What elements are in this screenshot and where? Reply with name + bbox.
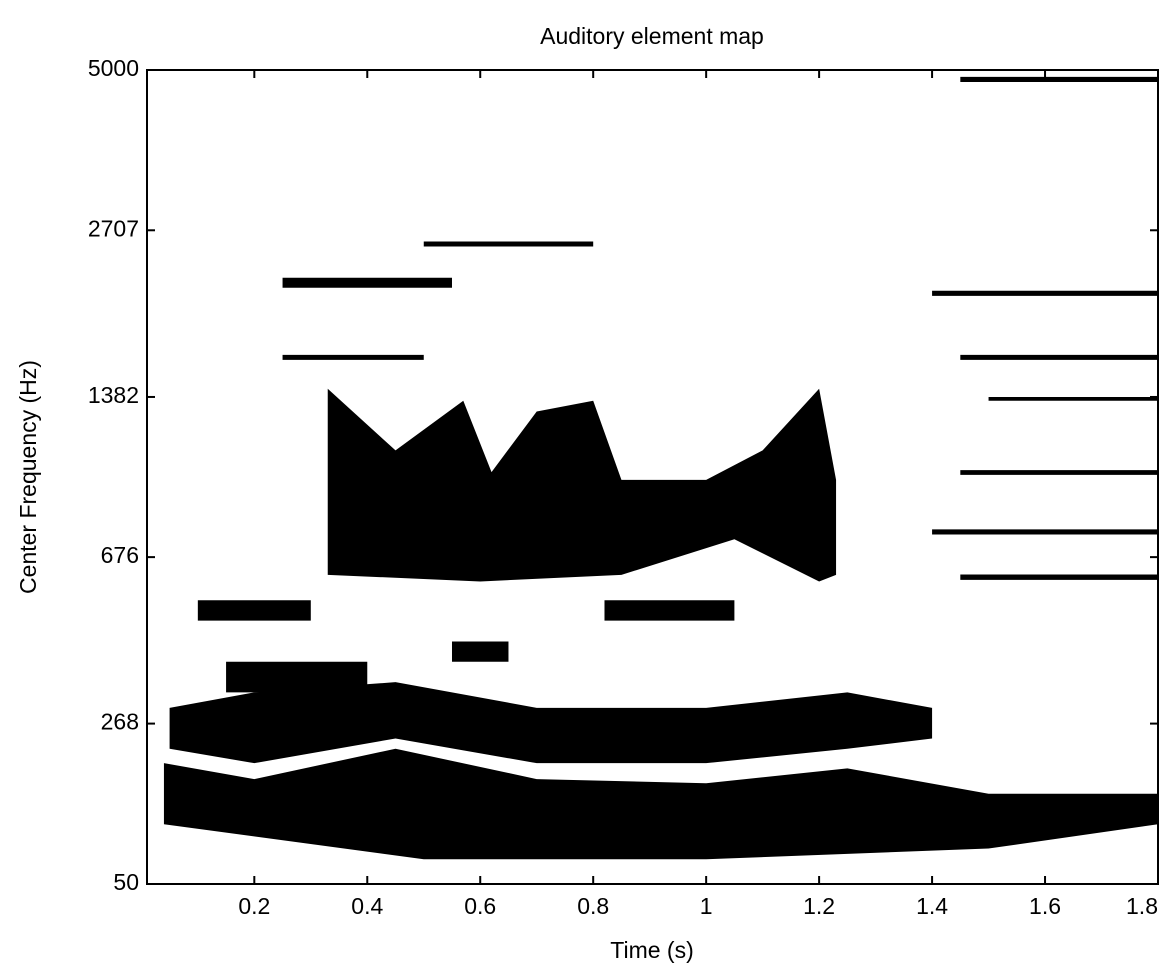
auditory-element [932, 529, 1158, 535]
auditory-element [226, 661, 368, 693]
auditory-element [197, 600, 311, 621]
auditory-element [988, 396, 1158, 401]
x-tick-label: 0.8 [577, 893, 609, 919]
y-tick-label: 2707 [88, 215, 139, 241]
y-tick-label: 1382 [88, 382, 139, 408]
auditory-element [960, 574, 1158, 580]
x-tick-label: 0.2 [238, 893, 270, 919]
x-tick-label: 0.4 [351, 893, 383, 919]
auditory-element [960, 76, 1158, 83]
auditory-element [163, 748, 1158, 860]
x-tick-label: 1.2 [803, 893, 835, 919]
x-tick-label: 1.4 [916, 893, 948, 919]
x-axis-label: Time (s) [610, 937, 693, 963]
auditory-element [282, 354, 424, 360]
auditory-element [423, 241, 594, 247]
auditory-element [960, 470, 1158, 475]
y-tick-label: 676 [101, 542, 139, 568]
auditory-element [932, 290, 1158, 296]
y-axis-label: Center Frequency (Hz) [15, 360, 41, 594]
auditory-element [604, 600, 735, 621]
auditory-element [327, 388, 837, 582]
plot-frame [146, 69, 1159, 885]
x-tick-label: 1.8 [1126, 893, 1158, 919]
y-tick-label: 50 [113, 869, 139, 895]
x-tick-label: 1 [700, 893, 713, 919]
x-tick-label: 0.6 [464, 893, 496, 919]
chart-title: Auditory element map [540, 23, 764, 49]
x-tick-label: 1.6 [1029, 893, 1061, 919]
y-tick-label: 5000 [88, 55, 139, 81]
auditory-element [960, 354, 1158, 360]
y-tick-label: 268 [101, 709, 139, 735]
auditory-element [451, 641, 509, 662]
auditory-element [282, 277, 452, 288]
auditory-element [169, 682, 933, 764]
